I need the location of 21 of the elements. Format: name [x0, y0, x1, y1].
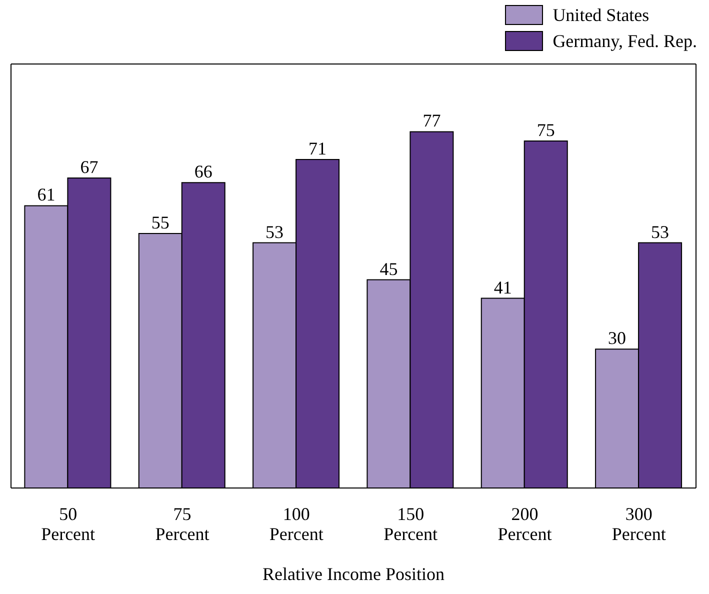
- data-label: 71: [308, 138, 327, 158]
- data-label: 55: [151, 212, 170, 232]
- x-tick-label: 75 Percent: [155, 504, 210, 544]
- data-label: 75: [536, 120, 555, 140]
- x-tick-label: 200 Percent: [498, 504, 552, 544]
- data-label: 45: [380, 258, 398, 279]
- x-tick-label: 300 Percent: [612, 504, 666, 544]
- data-label: 53: [266, 222, 284, 242]
- data-label: 30: [608, 328, 626, 348]
- data-label: 53: [651, 222, 670, 242]
- x-axis-title: Relative Income Position: [262, 564, 444, 584]
- data-label: 41: [494, 277, 512, 298]
- legend-label: United States: [552, 4, 650, 26]
- data-label: 77: [422, 110, 441, 131]
- x-tick-label: 150 Percent: [384, 504, 438, 544]
- data-label: 66: [194, 162, 212, 182]
- legend-label: Germany, Fed. Rep.: [552, 30, 697, 52]
- x-tick-label: 50 Percent: [41, 504, 96, 544]
- data-label: 67: [80, 156, 98, 177]
- x-tick-label: 100 Percent: [269, 504, 324, 544]
- data-label: 61: [37, 184, 56, 205]
